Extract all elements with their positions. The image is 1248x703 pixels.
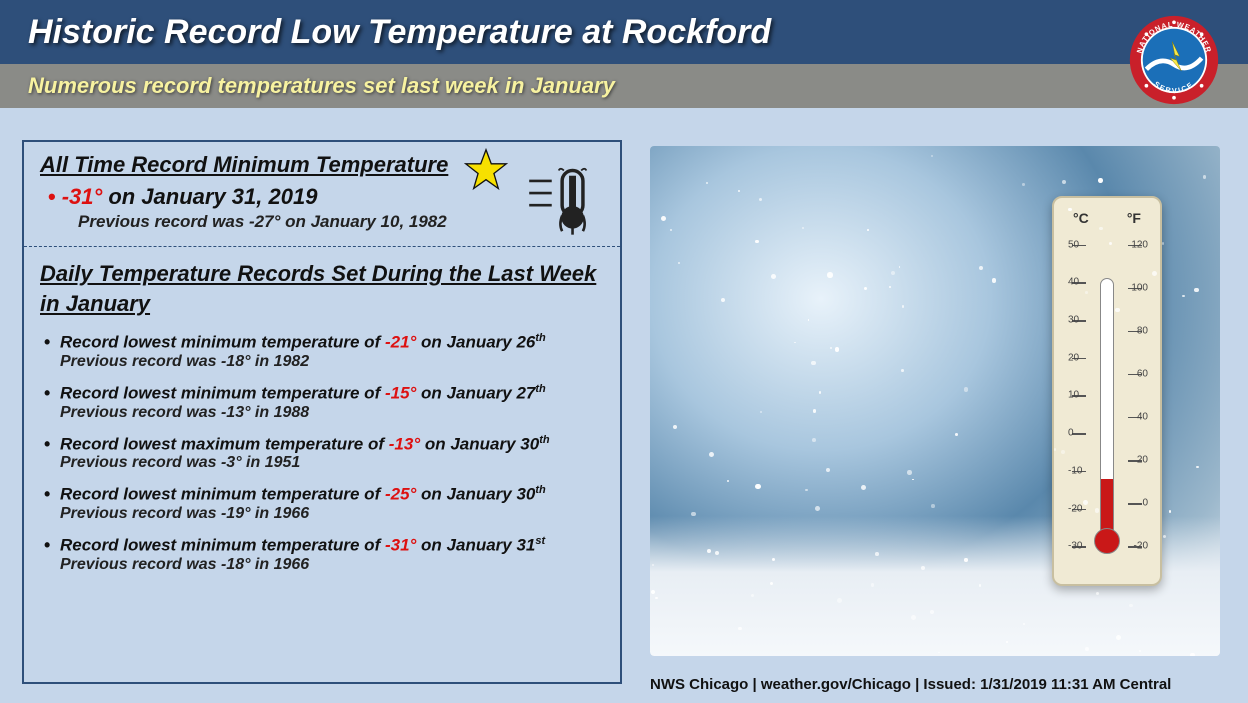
record-prefix: Record lowest minimum temperature of xyxy=(60,333,385,352)
record-prefix: Record lowest minimum temperature of xyxy=(60,485,385,504)
thermometer-bulb xyxy=(1094,528,1120,554)
record-line: Record lowest minimum temperature of -25… xyxy=(60,484,604,505)
record-temp: -25° xyxy=(385,485,421,504)
record-temp: -21° xyxy=(385,333,421,352)
page-subtitle: Numerous record temperatures set last we… xyxy=(28,73,615,99)
content-area: All Time Record Minimum Temperature • -3… xyxy=(0,118,1248,703)
section2-title: Daily Temperature Records Set During the… xyxy=(40,259,604,318)
footer-attribution: NWS Chicago | weather.gov/Chicago | Issu… xyxy=(650,676,1171,693)
record-ordinal: st xyxy=(535,535,545,547)
record-prefix: Record lowest minimum temperature of xyxy=(60,384,385,403)
record-ordinal: th xyxy=(535,484,545,496)
record-ordinal: th xyxy=(535,332,545,344)
record-suffix: on January 27 xyxy=(421,384,535,403)
record-suffix: on January 31 xyxy=(421,536,535,555)
record-previous: Previous record was -18° in 1982 xyxy=(60,353,604,371)
record-prefix: Record lowest maximum temperature of xyxy=(60,434,389,453)
section1-record-line: • -31° on January 31, 2019 xyxy=(48,184,604,210)
bullet-icon: • xyxy=(48,186,56,208)
page-title: Historic Record Low Temperature at Rockf… xyxy=(28,13,771,52)
thermometer-tube xyxy=(1100,278,1114,536)
record-ordinal: th xyxy=(535,383,545,395)
record-line: Record lowest minimum temperature of -21… xyxy=(60,332,604,353)
record-suffix: on January 26 xyxy=(421,333,535,352)
record-previous: Previous record was -13° in 1988 xyxy=(60,404,604,422)
record-temp: -31° xyxy=(385,536,421,555)
fahrenheit-label: °F xyxy=(1127,210,1141,226)
record-temp: -15° xyxy=(385,384,421,403)
record-ordinal: th xyxy=(539,434,549,446)
record-previous: Previous record was -3° in 1951 xyxy=(60,454,604,472)
record-line: Record lowest minimum temperature of -15… xyxy=(60,383,604,404)
alltime-temp: -31° xyxy=(62,184,103,210)
thermometer-icon xyxy=(524,164,602,241)
daily-record-item: Record lowest minimum temperature of -21… xyxy=(40,332,604,371)
daily-record-item: Record lowest minimum temperature of -25… xyxy=(40,484,604,523)
celsius-label: °C xyxy=(1073,210,1089,226)
record-suffix: on January 30 xyxy=(421,485,535,504)
record-line: Record lowest minimum temperature of -31… xyxy=(60,535,604,556)
record-previous: Previous record was -18° in 1966 xyxy=(60,556,604,574)
records-panel: All Time Record Minimum Temperature • -3… xyxy=(22,140,622,684)
record-previous: Previous record was -19° in 1966 xyxy=(60,505,604,523)
section1-title: All Time Record Minimum Temperature xyxy=(40,152,604,178)
section-divider xyxy=(24,246,620,247)
record-prefix: Record lowest minimum temperature of xyxy=(60,536,385,555)
thermometer-fluid xyxy=(1101,479,1113,535)
record-line: Record lowest maximum temperature of -13… xyxy=(60,434,604,455)
thermometer-board: °C °F 50403020100-10-20-3012010080604020… xyxy=(1052,196,1162,586)
daily-record-item: Record lowest minimum temperature of -31… xyxy=(40,535,604,574)
daily-record-item: Record lowest maximum temperature of -13… xyxy=(40,434,604,473)
nws-logo-icon: NATIONAL WEATHER SERVICE xyxy=(1128,14,1220,106)
record-temp: -13° xyxy=(389,434,425,453)
star-icon xyxy=(464,148,508,197)
header-top: Historic Record Low Temperature at Rockf… xyxy=(0,0,1248,64)
header-sub: Numerous record temperatures set last we… xyxy=(0,64,1248,108)
thermometer-photo: °C °F 50403020100-10-20-3012010080604020… xyxy=(650,146,1220,656)
record-suffix: on January 30 xyxy=(425,434,539,453)
daily-record-item: Record lowest minimum temperature of -15… xyxy=(40,383,604,422)
daily-records-list: Record lowest minimum temperature of -21… xyxy=(40,332,604,573)
alltime-date: on January 31, 2019 xyxy=(108,184,317,210)
